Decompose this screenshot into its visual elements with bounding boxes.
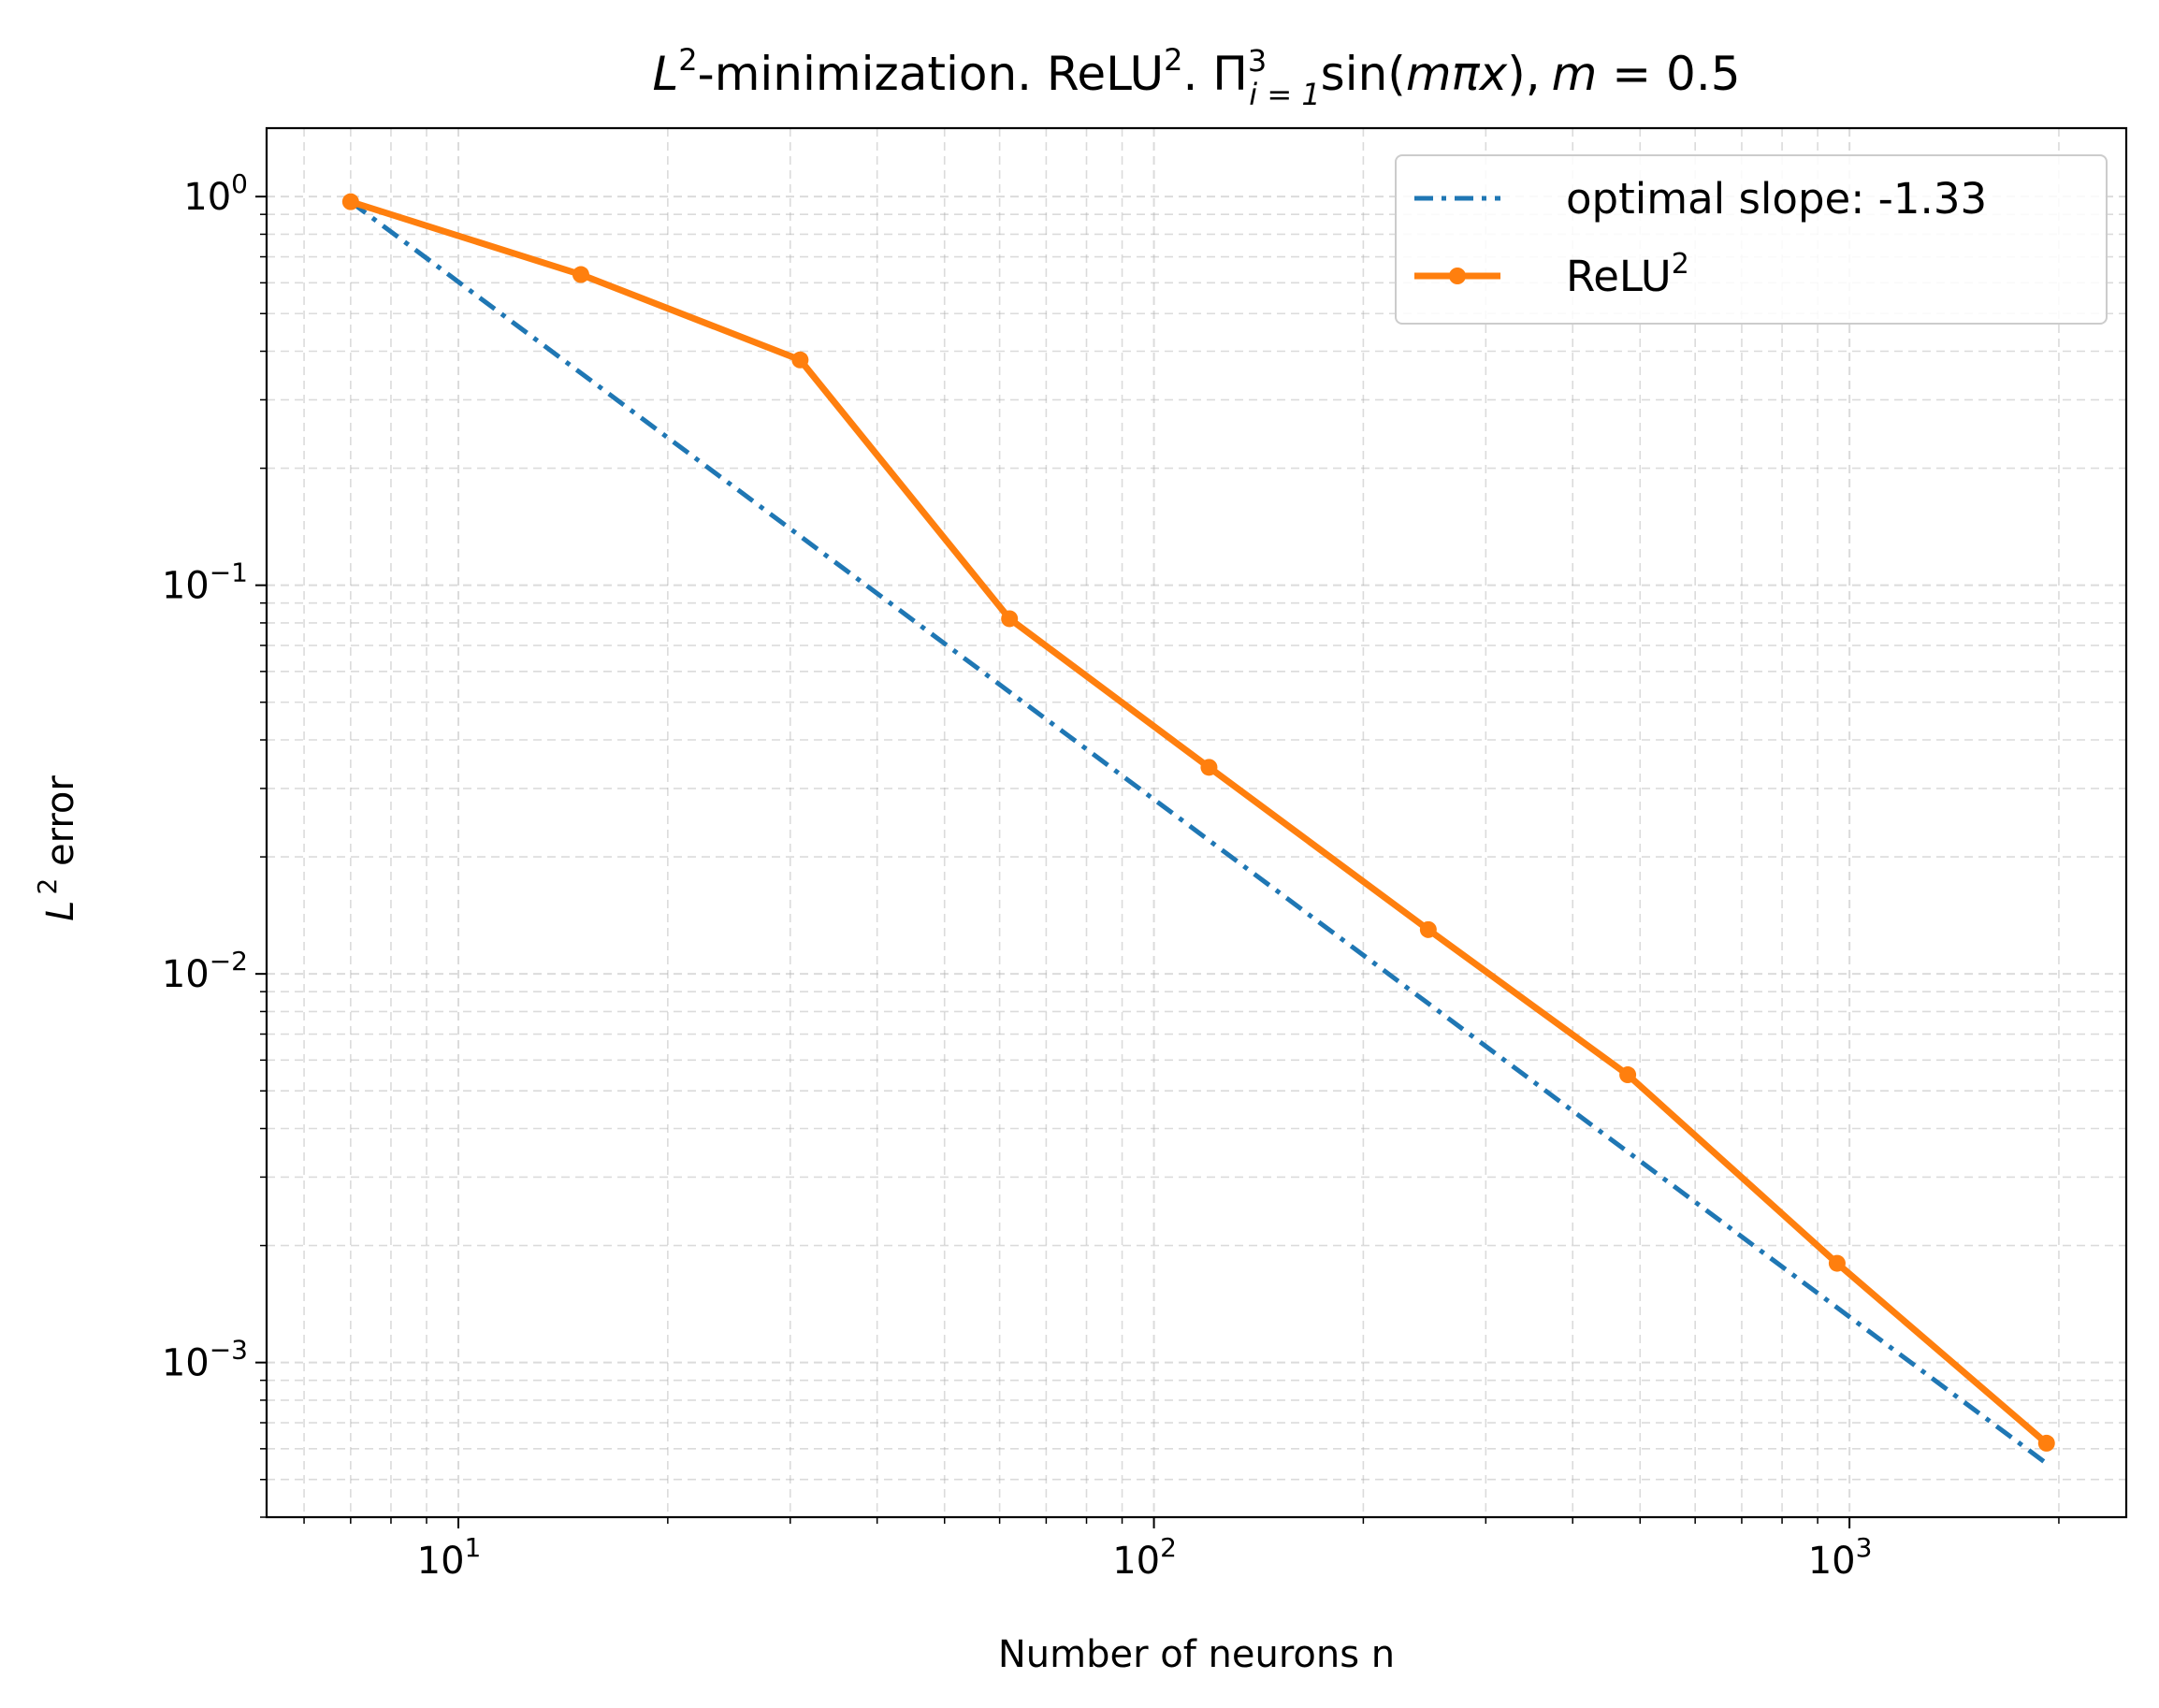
title-part2: . Π (1183, 47, 1248, 101)
series-1-point (572, 266, 589, 283)
title-param-var: m (1552, 47, 1598, 101)
title-prod-sup: 3 (1248, 43, 1267, 79)
y-tick-label: 10−3 (162, 1335, 248, 1385)
series-1-point (1619, 1066, 1637, 1084)
y-tick-label-exp: −1 (210, 557, 248, 588)
series-1-point (341, 193, 359, 210)
series-1-point (1200, 759, 1218, 776)
series-1-point (2037, 1434, 2055, 1452)
y-tick-label-base: 10 (162, 565, 210, 608)
x-tick-label-exp: 2 (1160, 1532, 1177, 1563)
y-tick-label-exp: 0 (231, 168, 248, 199)
title-func: sin( (1321, 47, 1406, 101)
x-tick-label-base: 10 (1112, 1540, 1160, 1583)
series-1-point (1828, 1254, 1846, 1272)
y-label-symbol: L (39, 901, 82, 921)
title-l-symbol: L (652, 47, 678, 101)
title-l-sup: 2 (678, 42, 697, 78)
x-tick-label-base: 10 (1808, 1540, 1856, 1583)
y-tick-label-exp: −2 (210, 946, 248, 977)
x-tick-label: 103 (1808, 1532, 1873, 1583)
grid (267, 128, 2126, 1518)
x-tick-label: 102 (1112, 1532, 1177, 1583)
legend-label-relu: ReLU2 (1566, 248, 1689, 301)
title-param-rest: = 0.5 (1597, 47, 1740, 101)
legend-relu-sup: 2 (1672, 248, 1689, 281)
x-axis-label: Number of neurons n (998, 1633, 1395, 1676)
y-tick-label-exp: −3 (210, 1335, 248, 1366)
x-tick-label-base: 10 (417, 1540, 465, 1583)
chart-title: L2-minimization. ReLU2. Π3 i = 1sin(mπx),… (652, 42, 1740, 112)
series-line-0 (349, 199, 2049, 1466)
legend-relu-name: ReLU (1566, 252, 1672, 301)
legend-marker-relu (1449, 268, 1466, 284)
title-prod-sub: i = 1 (1249, 77, 1320, 112)
y-tick-label-base: 10 (162, 953, 210, 996)
y-tick-label: 100 (183, 168, 248, 219)
x-tick-label-exp: 3 (1856, 1532, 1873, 1563)
y-axis-label: L 2 error (32, 775, 82, 921)
title-func-arg: mπx (1406, 47, 1508, 101)
legend: optimal slope: -1.33 ReLU2 (1395, 154, 2108, 325)
legend-frame (1395, 154, 2108, 325)
y-label-text: error (39, 775, 82, 878)
legend-label-optimal: optimal slope: -1.33 (1566, 174, 1987, 224)
title-relu-sup: 2 (1164, 42, 1182, 78)
series-1-point (1001, 610, 1019, 628)
y-tick-label-base: 10 (183, 176, 231, 219)
series-1-point (791, 351, 809, 369)
series-1-point (1419, 920, 1437, 938)
plot-area (341, 193, 2055, 1466)
axes-frame (265, 126, 2128, 1519)
y-tick-label: 10−2 (162, 946, 248, 996)
y-label-sup: 2 (32, 878, 63, 895)
title-part1: -minimization. ReLU (698, 47, 1165, 101)
x-tick-label: 101 (417, 1532, 482, 1583)
y-tick-label-base: 10 (162, 1342, 210, 1385)
title-close: ), (1507, 47, 1540, 101)
x-tick-label-exp: 1 (465, 1532, 482, 1563)
y-tick-label: 10−1 (162, 557, 248, 608)
